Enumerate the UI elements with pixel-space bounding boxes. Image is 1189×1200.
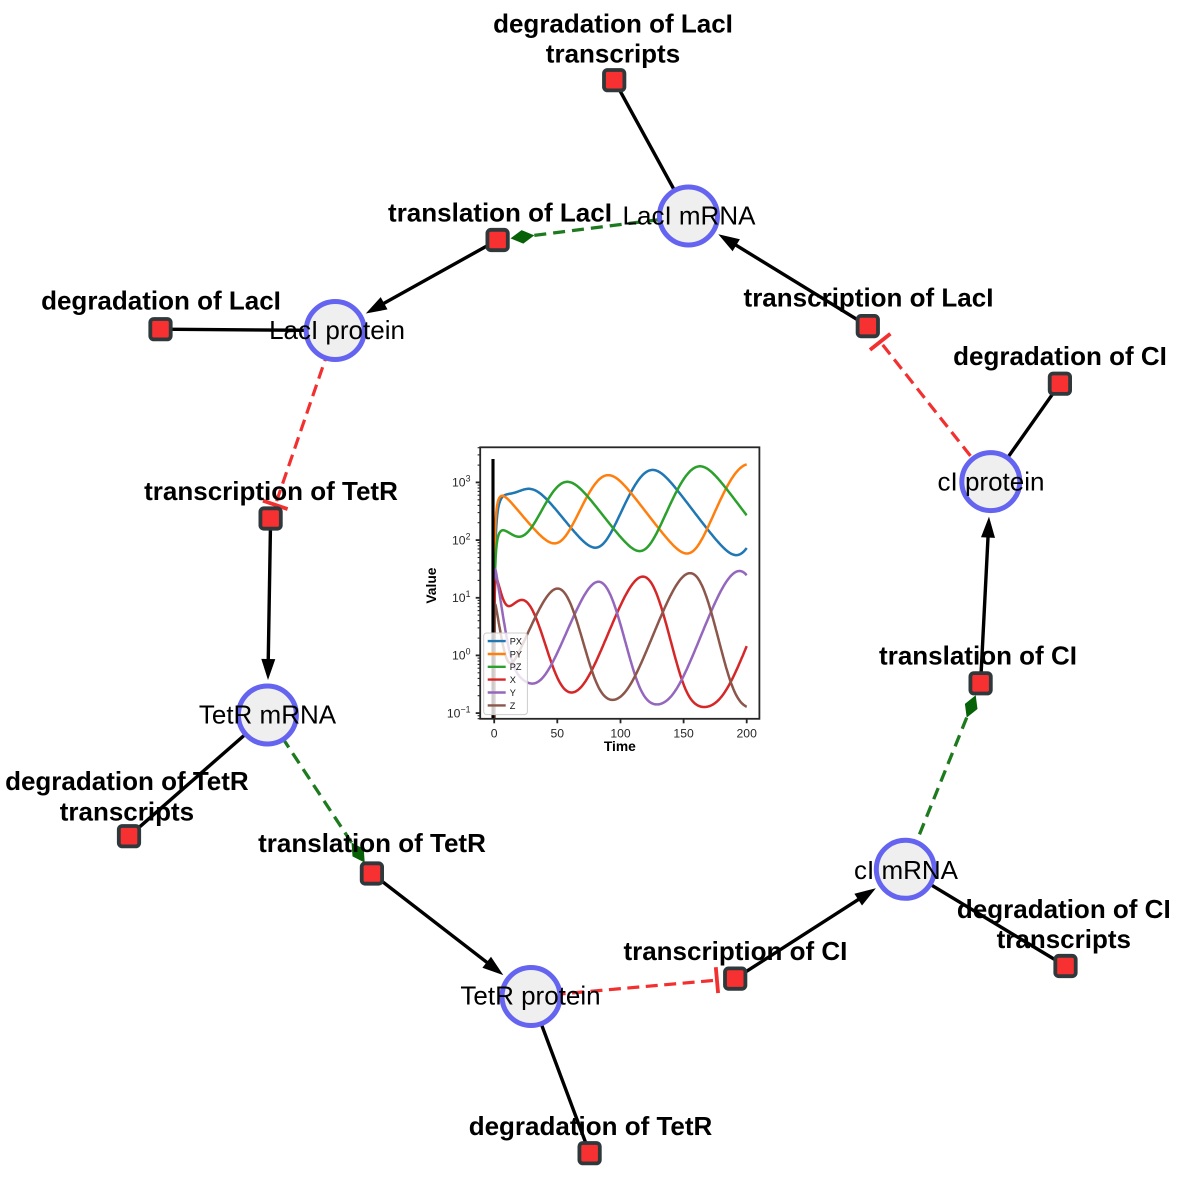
svg-text:cI mRNA: cI mRNA <box>854 855 959 885</box>
svg-text:LacI protein: LacI protein <box>269 315 405 345</box>
svg-text:degradation of LacI: degradation of LacI <box>493 9 733 39</box>
svg-text:50: 50 <box>551 726 565 740</box>
svg-text:X: X <box>510 675 516 685</box>
svg-text:Time: Time <box>604 739 636 754</box>
svg-text:cI protein: cI protein <box>938 467 1045 497</box>
svg-text:transcripts: transcripts <box>997 924 1131 954</box>
svg-text:translation of LacI: translation of LacI <box>388 197 612 227</box>
svg-text:degradation of TetR: degradation of TetR <box>5 766 249 796</box>
svg-text:150: 150 <box>673 726 694 740</box>
svg-text:degradation of CI: degradation of CI <box>953 341 1167 371</box>
svg-text:Value: Value <box>424 567 439 603</box>
svg-text:PX: PX <box>510 637 522 647</box>
svg-text:translation of TetR: translation of TetR <box>258 828 486 858</box>
svg-text:0: 0 <box>491 726 498 740</box>
svg-text:Y: Y <box>510 688 516 698</box>
svg-text:PZ: PZ <box>510 662 522 672</box>
svg-text:Z: Z <box>510 701 516 711</box>
svg-text:100: 100 <box>610 726 631 740</box>
svg-text:200: 200 <box>737 726 758 740</box>
svg-text:degradation of TetR: degradation of TetR <box>469 1111 713 1141</box>
svg-text:translation of CI: translation of CI <box>879 640 1077 670</box>
svg-text:degradation of LacI: degradation of LacI <box>41 286 281 316</box>
svg-text:transcription of LacI: transcription of LacI <box>744 283 994 313</box>
svg-text:transcripts: transcripts <box>546 38 680 68</box>
svg-text:TetR mRNA: TetR mRNA <box>199 700 337 730</box>
svg-text:degradation of CI: degradation of CI <box>957 894 1171 924</box>
svg-text:LacI mRNA: LacI mRNA <box>623 201 757 231</box>
svg-text:TetR protein: TetR protein <box>460 980 600 1010</box>
svg-text:transcription of CI: transcription of CI <box>623 936 847 966</box>
svg-text:transcription of TetR: transcription of TetR <box>144 476 398 506</box>
svg-text:transcripts: transcripts <box>60 797 194 827</box>
svg-text:PY: PY <box>510 649 522 659</box>
